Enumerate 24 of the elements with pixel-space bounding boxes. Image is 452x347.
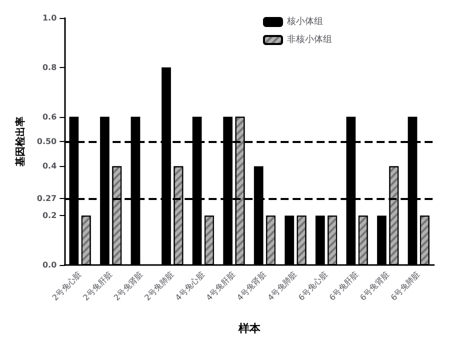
y-tick-label: 0.4 xyxy=(42,162,58,171)
x-tick-label: 2号兔心脏 xyxy=(50,270,84,302)
x-tick-label: 6号兔心脏 xyxy=(296,270,330,302)
x-tick-label: 4号兔心脏 xyxy=(174,270,206,302)
y-tick-label: 0.0 xyxy=(42,260,58,270)
y-tick-label: 0.8 xyxy=(42,62,58,72)
x-tick-label: 4号兔肝脏 xyxy=(204,270,238,302)
x-tick-label: 2号兔肺脏 xyxy=(142,270,176,302)
y-tick-label: 0.50 xyxy=(36,137,58,146)
y-tick-label: 0.27 xyxy=(36,194,57,203)
legend-label: 非核小体组 xyxy=(287,34,332,45)
y-tick-label: 1.0 xyxy=(42,14,58,22)
y-tick-label: 0.6 xyxy=(42,112,58,122)
x-tick-label: 6号兔肝脏 xyxy=(328,270,360,302)
legend-label: 核小体组 xyxy=(286,16,323,27)
x-axis-title: 样本 xyxy=(237,322,262,335)
x-tick-label: 4号兔肾脏 xyxy=(235,270,268,302)
x-tick-label: 4号兔肺脏 xyxy=(266,270,299,302)
x-tick-label: 2号兔肾脏 xyxy=(112,270,145,302)
y-tick-label: 0.2 xyxy=(42,211,57,220)
x-tick-label: 2号兔肝脏 xyxy=(81,270,114,302)
x-tick-label: 6号兔肺脏 xyxy=(389,270,422,302)
y-axis-title: 基因检出率 xyxy=(14,116,26,168)
x-tick-label: 6号兔肾脏 xyxy=(358,270,392,302)
